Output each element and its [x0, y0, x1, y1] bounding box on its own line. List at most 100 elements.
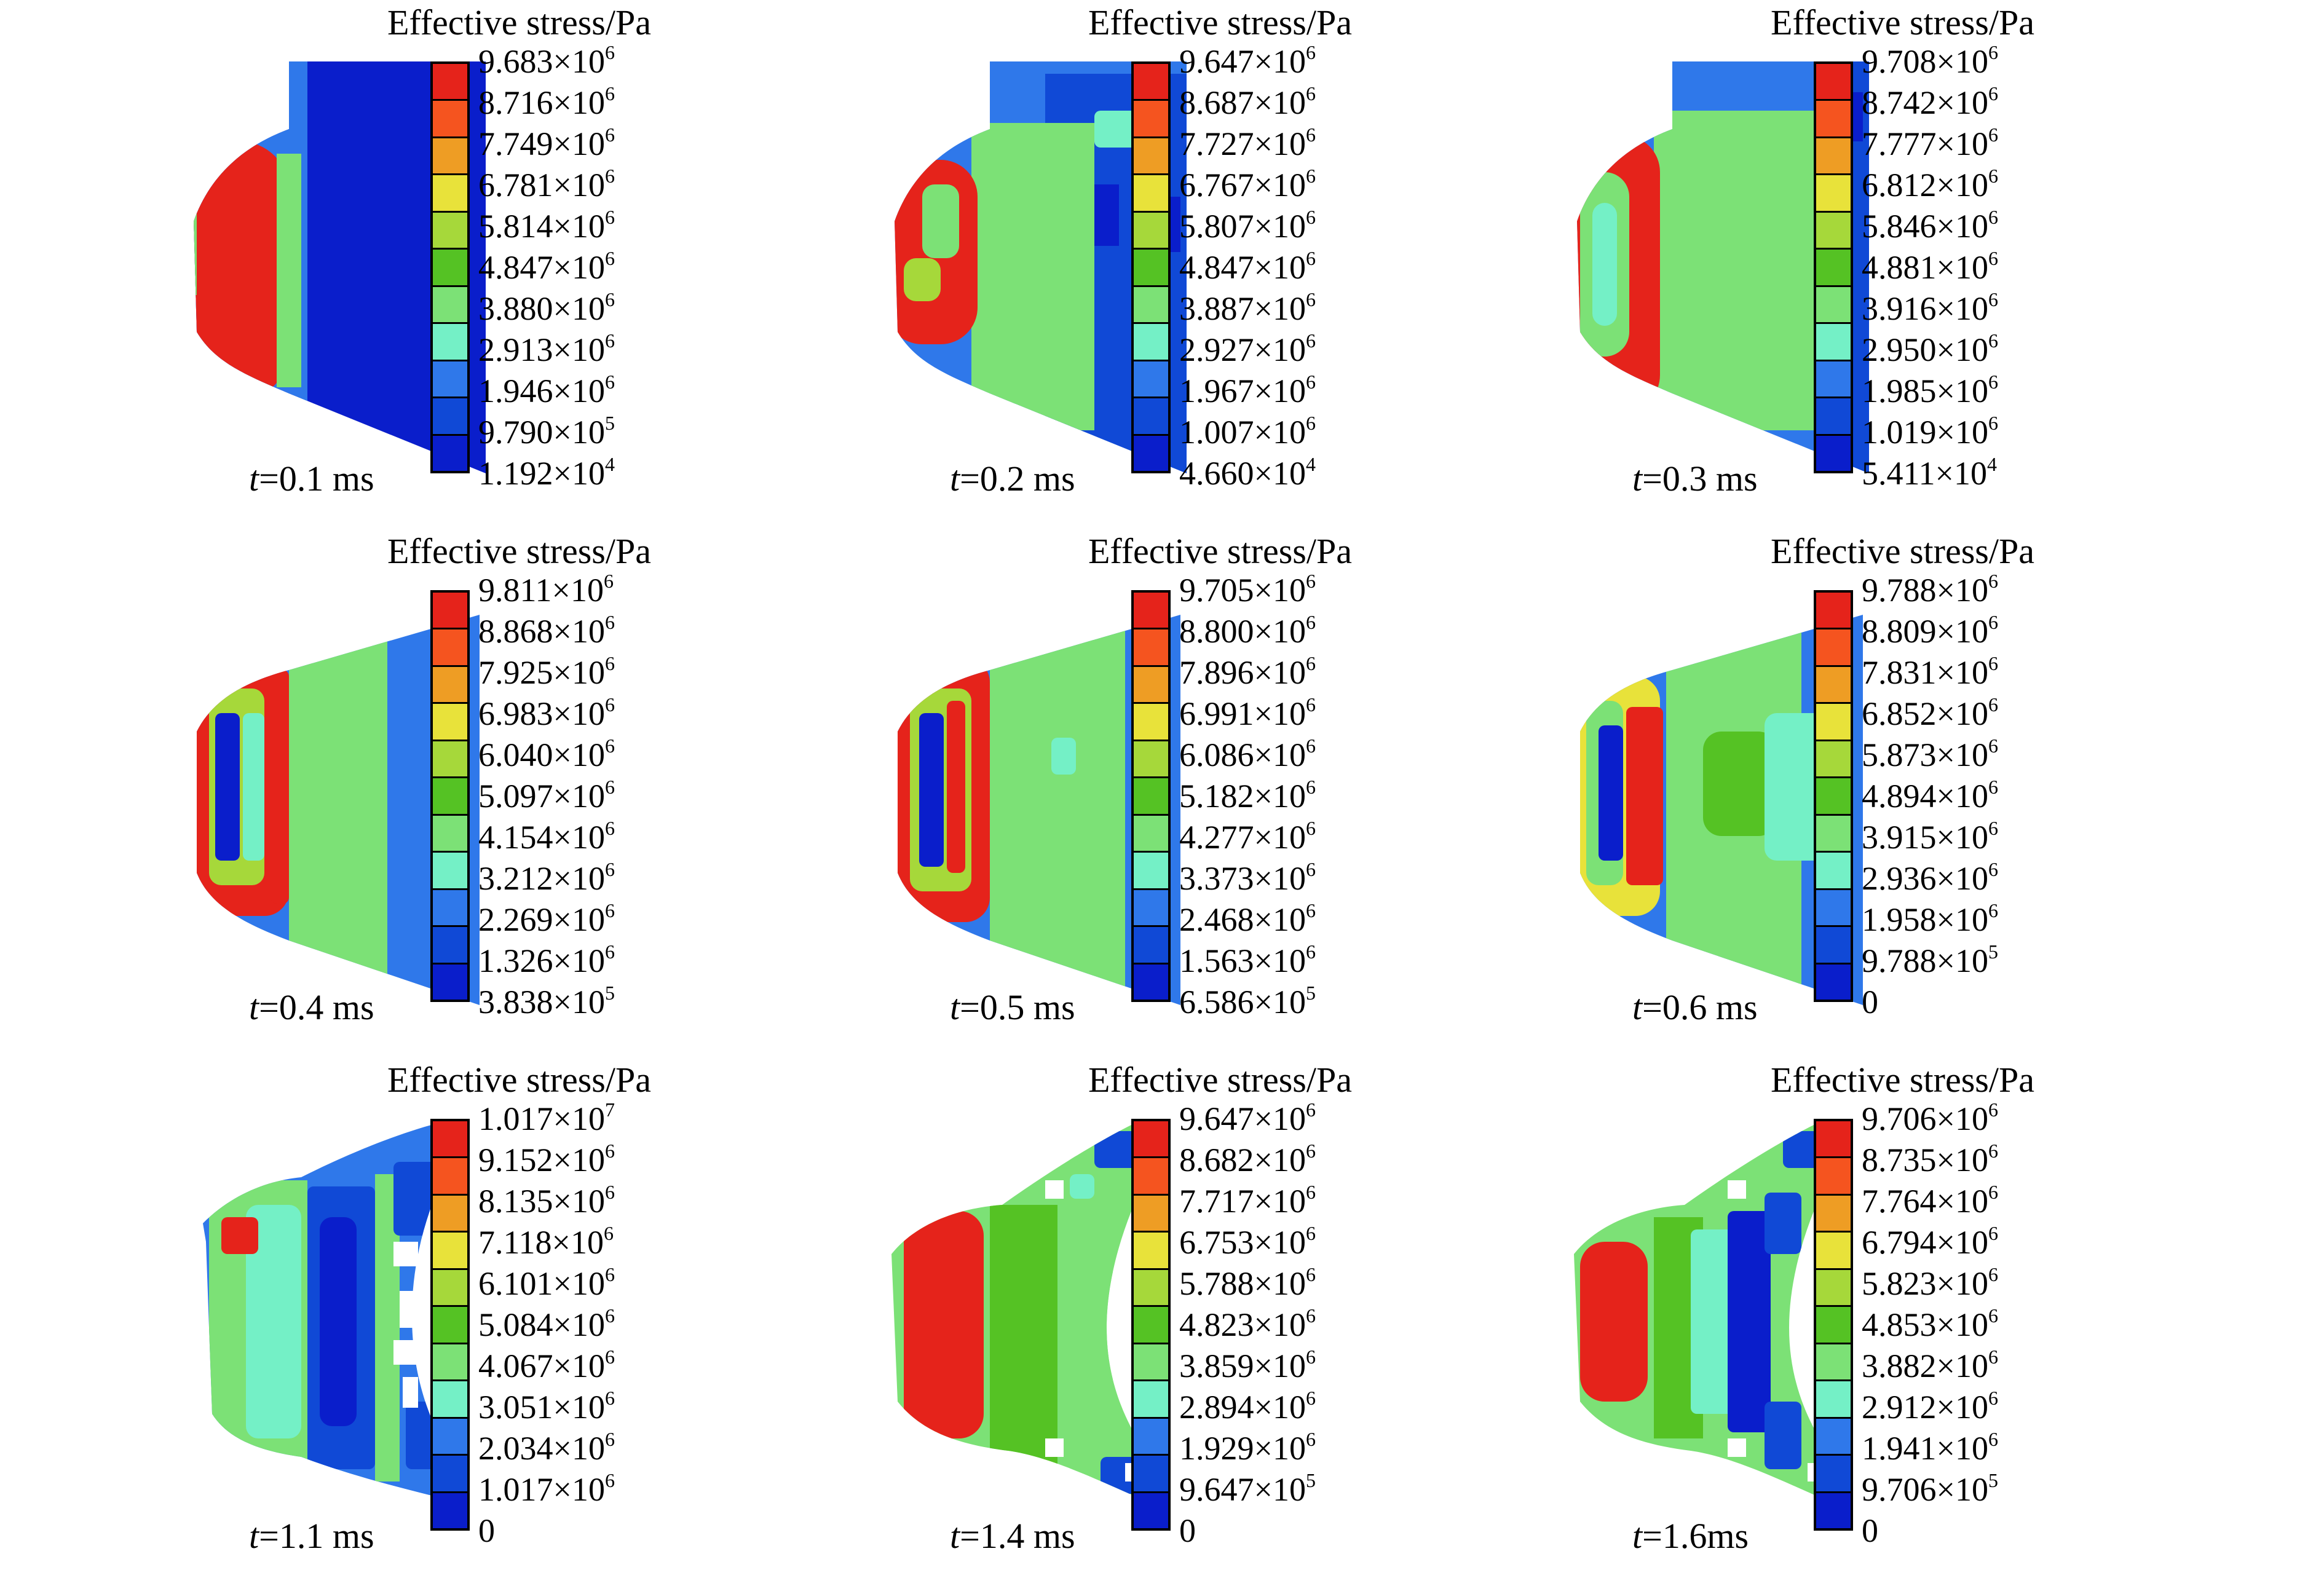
- stress-contour-plot: [895, 61, 1187, 473]
- stress-band: [1765, 713, 1826, 861]
- colorbar-tick-label: 8.735×106: [1862, 1141, 1998, 1177]
- colorbar-tick-label: 6.753×106: [1179, 1223, 1316, 1259]
- tick-exponent: 6: [1305, 1099, 1316, 1121]
- tick-mantissa: 7.831×10: [1862, 654, 1988, 691]
- tick-exponent: 6: [1305, 693, 1316, 716]
- tick-mantissa: 0: [1862, 1512, 1878, 1549]
- colorbar-swatch: [433, 1493, 467, 1528]
- tick-exponent: 6: [1988, 206, 1998, 228]
- colorbar-tick-label: 9.647×105: [1179, 1470, 1316, 1506]
- colorbar-swatch: [1816, 704, 1851, 741]
- stress-band: [947, 701, 965, 873]
- tick-exponent: 6: [604, 652, 615, 674]
- colorbar-swatch: [1134, 1195, 1168, 1233]
- tick-exponent: 6: [1988, 1346, 1998, 1368]
- time-value: =0.3 ms: [1642, 459, 1758, 499]
- colorbar-swatch: [433, 1233, 467, 1270]
- tick-mantissa: 9.788×10: [1862, 572, 1988, 609]
- colorbar-swatch: [1816, 927, 1851, 965]
- tick-mantissa: 2.269×10: [478, 901, 605, 938]
- colorbar-swatch: [433, 398, 467, 436]
- stress-band: [215, 713, 240, 861]
- contour-panel: Effective stress/Pa 9.811×106 8.868×106 7.9…: [0, 529, 775, 1057]
- tick-mantissa: 3.916×10: [1862, 290, 1988, 327]
- colorbar-swatch: [1134, 138, 1168, 176]
- colorbar-tick-label: 2.269×106: [478, 901, 615, 938]
- colorbar-swatch: [1134, 778, 1168, 816]
- colorbar-tick-label: 2.913×106: [478, 331, 615, 366]
- tick-mantissa: 0: [1179, 1512, 1196, 1549]
- tick-mantissa: 1.958×10: [1862, 901, 1988, 938]
- tick-exponent: 6: [1988, 371, 1998, 393]
- tick-mantissa: 9.647×10: [1179, 43, 1306, 80]
- stress-band: [922, 184, 959, 258]
- colorbar-swatch: [433, 64, 467, 101]
- colorbar-tick-label: 1.929×106: [1179, 1429, 1316, 1465]
- eroded-gap: [1045, 1180, 1064, 1199]
- contour-panel: Effective stress/Pa 9.647×106 8.687×106 7.7…: [701, 0, 1476, 529]
- legend-title: Effective stress/Pa: [387, 531, 651, 571]
- tick-mantissa: 6.812×10: [1862, 167, 1988, 203]
- colorbar-swatch: [1816, 964, 1851, 1000]
- colorbar-tick-label: 0: [1179, 1514, 1196, 1547]
- tick-exponent: 5: [604, 412, 615, 434]
- tick-mantissa: 1.017×10: [478, 1100, 605, 1137]
- colorbar-tick-label: 3.859×106: [1179, 1347, 1316, 1383]
- stress-band: [221, 1217, 258, 1254]
- colorbar-swatch: [1134, 1233, 1168, 1270]
- colorbar-tick-label: 3.051×106: [478, 1388, 615, 1424]
- legend-title: Effective stress/Pa: [387, 1060, 651, 1100]
- stress-band: [904, 1211, 984, 1438]
- colorbar-tick-label: 3.212×106: [478, 859, 615, 895]
- tick-mantissa: 3.882×10: [1862, 1347, 1988, 1384]
- colorbar-swatch: [1816, 741, 1851, 779]
- colorbar-tick-label: 4.660×104: [1179, 454, 1316, 490]
- colorbar-swatch: [433, 629, 467, 667]
- tick-mantissa: 4.067×10: [478, 1347, 605, 1384]
- tick-mantissa: 1.019×10: [1862, 414, 1988, 451]
- tick-exponent: 6: [604, 941, 615, 963]
- tick-exponent: 6: [1305, 1222, 1316, 1244]
- colorbar-swatch: [1816, 1344, 1851, 1382]
- legend-title: Effective stress/Pa: [1771, 2, 2034, 42]
- colorbar-swatch: [433, 853, 467, 890]
- colorbar-swatch: [1134, 964, 1168, 1000]
- colorbar-swatch: [433, 1307, 467, 1344]
- tick-mantissa: 1.326×10: [478, 942, 605, 979]
- stress-band: [1070, 1174, 1094, 1199]
- colorbar-swatch: [433, 927, 467, 965]
- tick-mantissa: 1.941×10: [1862, 1430, 1988, 1467]
- tick-mantissa: 9.683×10: [478, 43, 605, 80]
- tick-exponent: 6: [1988, 693, 1998, 716]
- colorbar: [430, 1119, 470, 1531]
- tick-mantissa: 6.040×10: [478, 736, 605, 773]
- colorbar-tick-label: 5.814×106: [478, 207, 615, 243]
- tick-exponent: 6: [604, 247, 615, 269]
- colorbar-swatch: [1134, 593, 1168, 630]
- tick-mantissa: 6.586×10: [1179, 984, 1306, 1020]
- colorbar-tick-label: 4.277×106: [1179, 818, 1316, 854]
- colorbar-swatch: [1134, 666, 1168, 704]
- stress-contour-plot: [194, 61, 486, 473]
- tick-mantissa: 1.192×10: [478, 455, 605, 492]
- tick-mantissa: 3.887×10: [1179, 290, 1306, 327]
- colorbar-tick-label: 9.647×106: [1179, 1099, 1316, 1135]
- stress-contour-plot: [203, 1122, 467, 1500]
- colorbar-swatch: [433, 1381, 467, 1419]
- colorbar-tick-label: 4.847×106: [1179, 248, 1316, 284]
- tick-exponent: 6: [1305, 124, 1316, 146]
- tick-exponent: 6: [604, 1346, 615, 1368]
- colorbar-tick-label: 7.831×106: [1862, 653, 1998, 691]
- stress-band: [1626, 707, 1663, 885]
- colorbar-tick-label: 3.838×105: [478, 983, 615, 1019]
- tick-mantissa: 9.706×10: [1862, 1100, 1988, 1137]
- tick-mantissa: 7.925×10: [478, 654, 605, 691]
- colorbar-tick-label: 3.916×106: [1862, 290, 1998, 327]
- colorbar-tick-label: 2.912×106: [1862, 1388, 1998, 1424]
- tick-exponent: 6: [604, 735, 615, 757]
- tick-exponent: 6: [1988, 247, 1998, 269]
- tick-exponent: 6: [604, 858, 615, 880]
- tick-mantissa: 3.373×10: [1179, 860, 1306, 897]
- colorbar-tick-label: 5.788×106: [1179, 1264, 1316, 1300]
- legend-title: Effective stress/Pa: [1088, 1060, 1352, 1100]
